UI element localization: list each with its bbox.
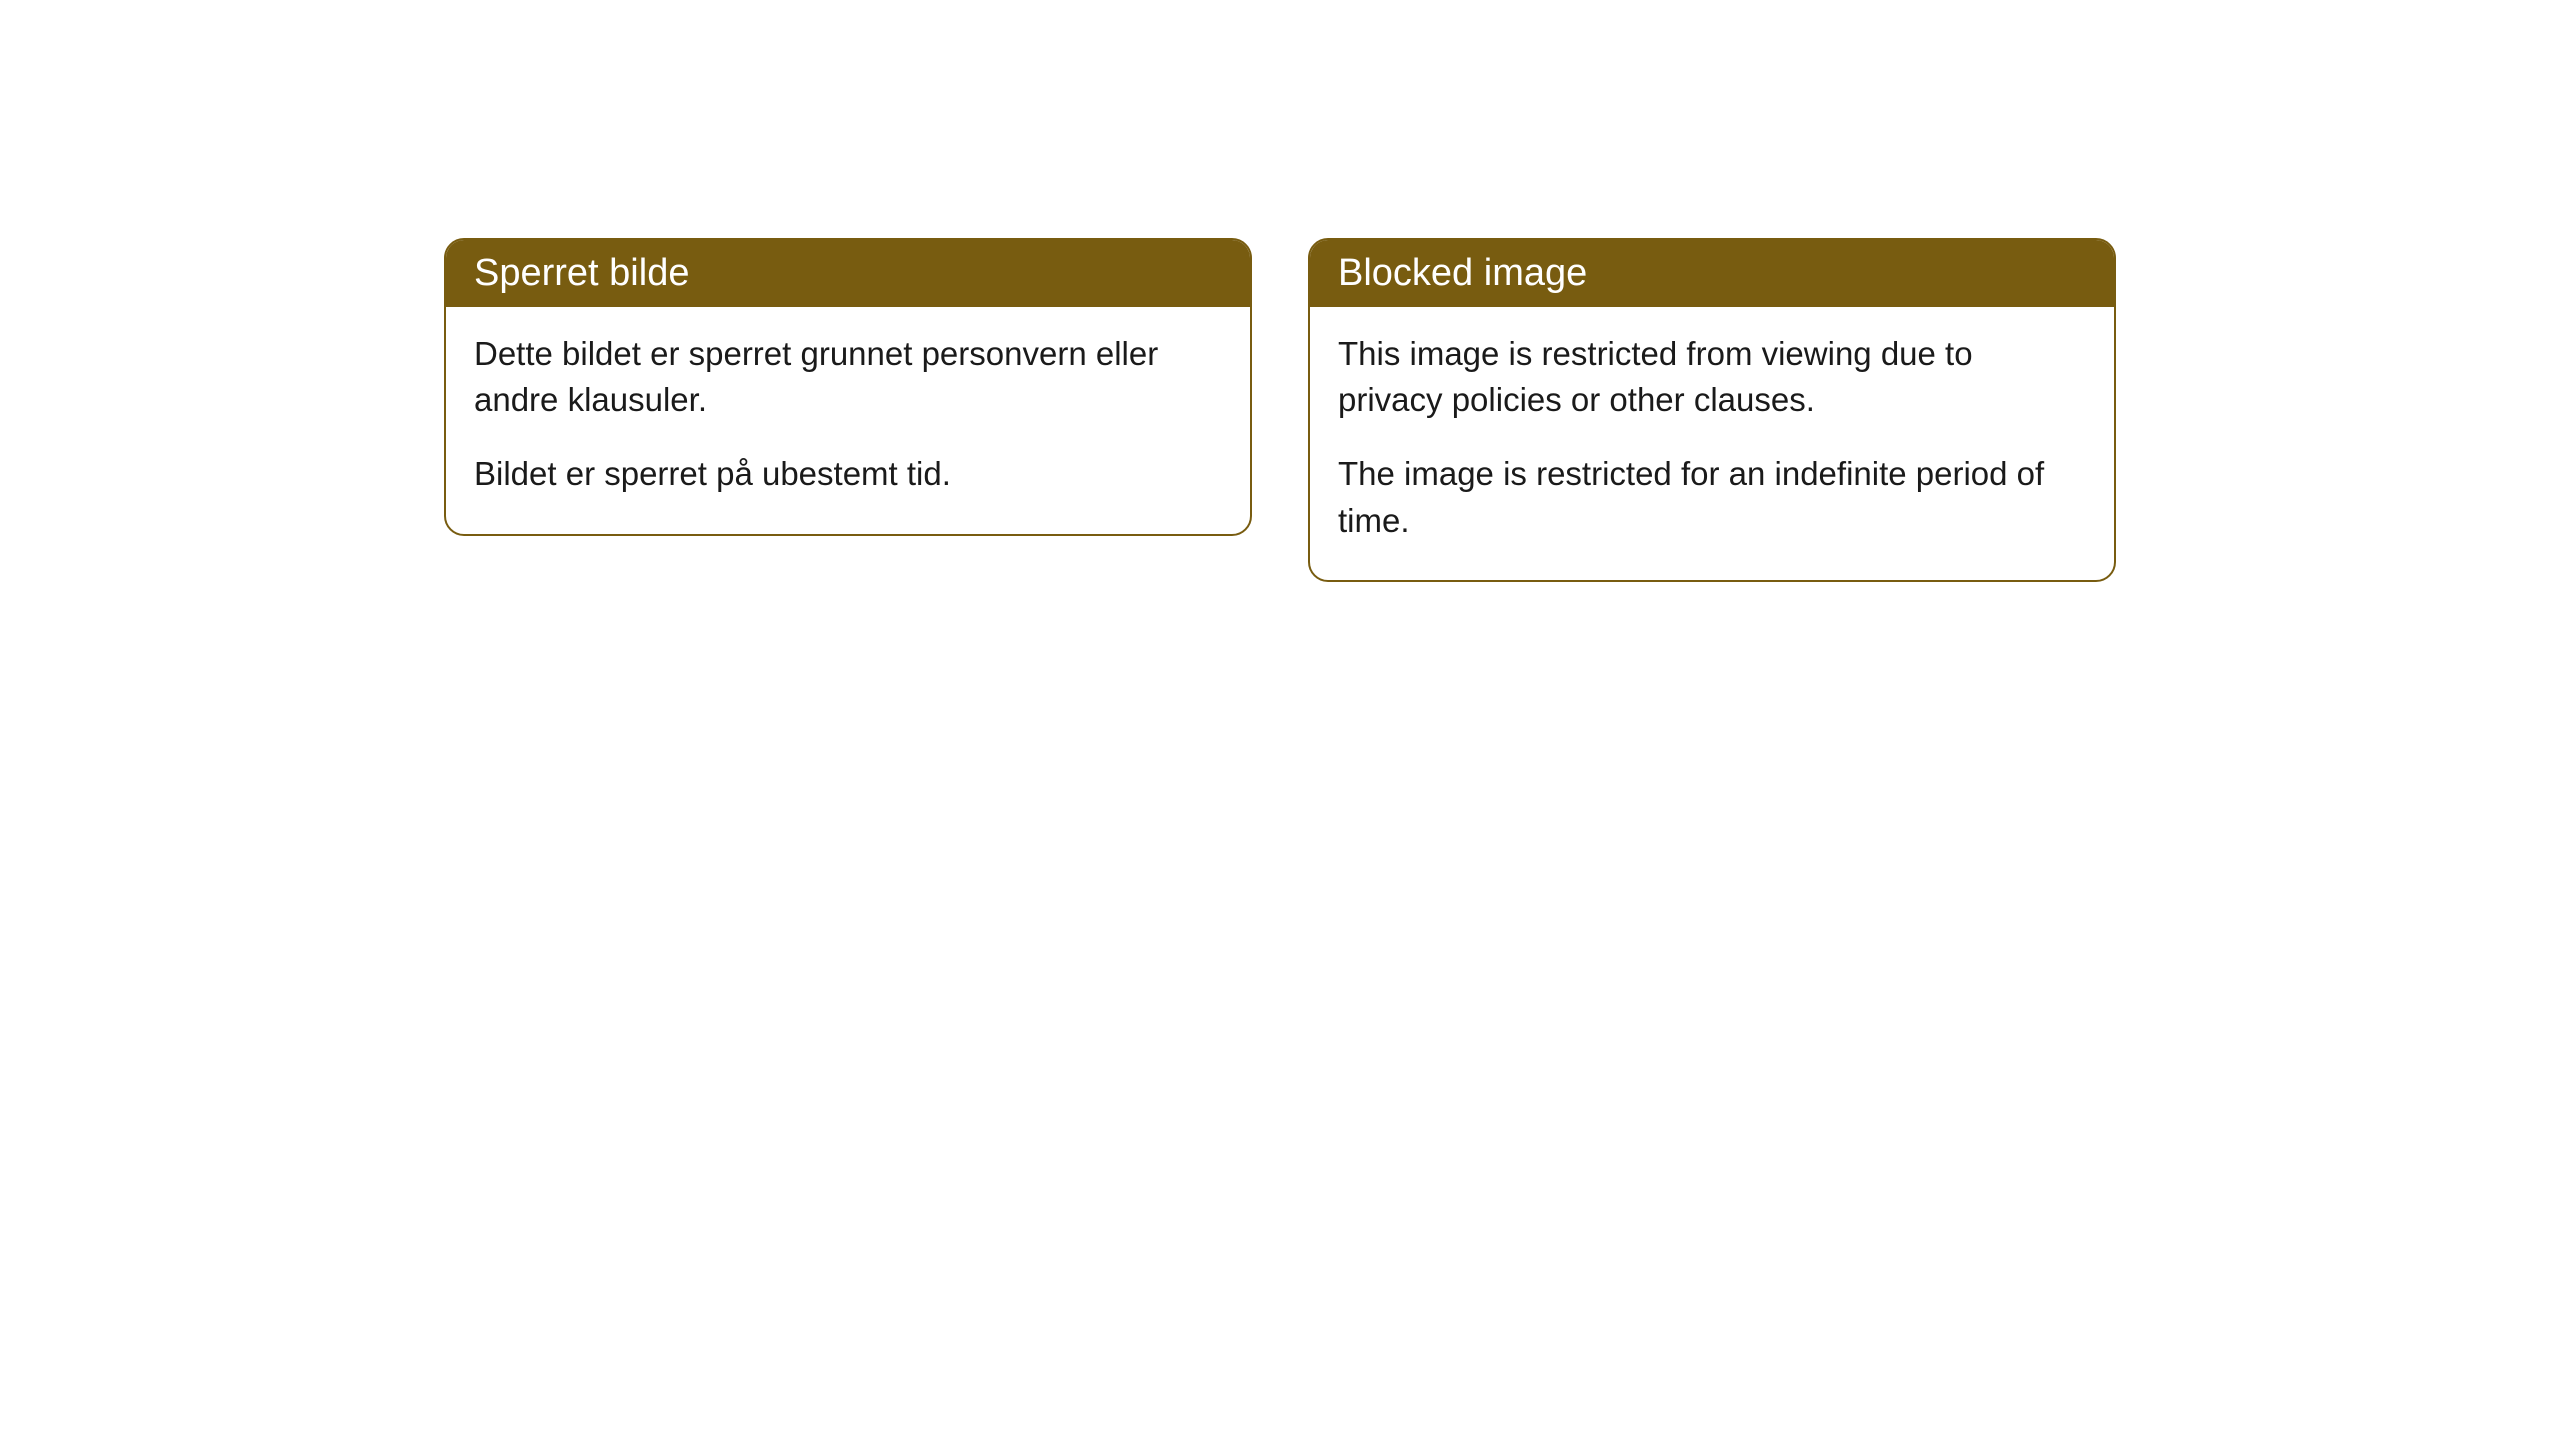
card-body-norwegian: Dette bildet er sperret grunnet personve… xyxy=(446,307,1250,534)
card-title: Sperret bilde xyxy=(474,252,689,294)
card-header-english: Blocked image xyxy=(1310,240,2114,307)
card-title: Blocked image xyxy=(1338,252,1587,294)
card-header-norwegian: Sperret bilde xyxy=(446,240,1250,307)
card-paragraph: This image is restricted from viewing du… xyxy=(1338,331,2086,423)
card-paragraph: Dette bildet er sperret grunnet personve… xyxy=(474,331,1222,423)
card-paragraph: Bildet er sperret på ubestemt tid. xyxy=(474,451,1222,497)
notice-card-norwegian: Sperret bilde Dette bildet er sperret gr… xyxy=(444,238,1252,536)
card-body-english: This image is restricted from viewing du… xyxy=(1310,307,2114,580)
notice-card-english: Blocked image This image is restricted f… xyxy=(1308,238,2116,582)
card-paragraph: The image is restricted for an indefinit… xyxy=(1338,451,2086,543)
notice-cards-container: Sperret bilde Dette bildet er sperret gr… xyxy=(444,238,2116,1440)
